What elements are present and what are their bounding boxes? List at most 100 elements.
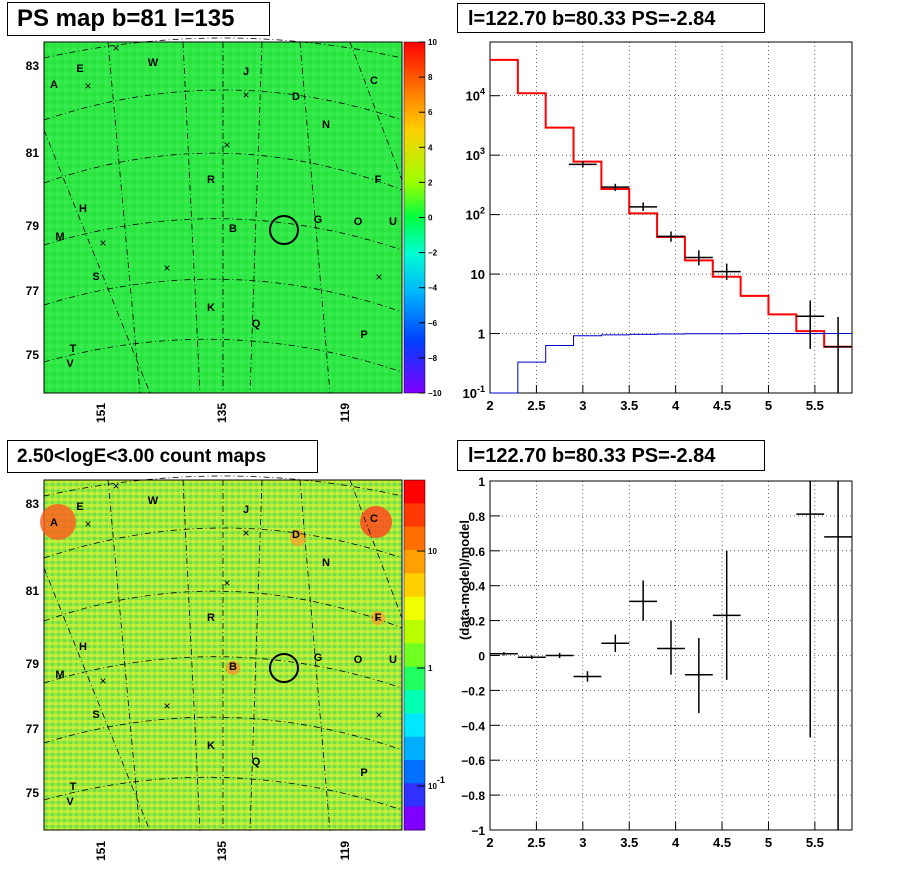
- x-tick-label: 4: [672, 398, 680, 413]
- y-tick-label: 104: [466, 87, 485, 104]
- colorbar-tick-label: 10: [428, 38, 437, 47]
- ps-map-axis-ticks: 83 81 79 77 75 151 135 119: [26, 59, 352, 423]
- source-label-h: H: [79, 203, 87, 215]
- map-coordinate-grid: [43, 475, 403, 832]
- spectrum-axes: 2 2.5 3 3.5 4 4.5 5 5.5 10-1 1 10 102 103 104: [463, 87, 824, 413]
- latitude-line: [43, 218, 403, 251]
- background-histogram: [490, 333, 852, 394]
- source-label-b: B: [229, 223, 237, 235]
- longitude-line: [43, 129, 151, 394]
- source-cross-marker: ×: [223, 138, 230, 152]
- source-label-g: G: [314, 214, 323, 226]
- ps-colorbar: 10 8 6 4 2 0 −2 −4 −6 −8 −10: [403, 38, 442, 398]
- x-tick-label: 3.5: [620, 835, 638, 850]
- y-tick-label: 81: [26, 146, 40, 160]
- source-label-m: M: [55, 231, 64, 243]
- colorbar-tick-label: 1: [428, 664, 433, 673]
- source-label-k: K: [207, 302, 215, 314]
- source-label-e: E: [76, 63, 83, 75]
- source-label-j: J: [243, 504, 249, 516]
- x-tick-label: 4.5: [713, 835, 731, 850]
- y-tick-label: 103: [466, 146, 485, 163]
- source-label-m: M: [55, 669, 64, 681]
- source-label-n: N: [322, 557, 330, 569]
- source-label-n: N: [322, 119, 330, 131]
- x-tick-label: 2: [486, 398, 493, 413]
- latitude-line: [43, 37, 403, 59]
- ps-map-panel: 10 8 6 4 2 0 −2 −4 −6 −8 −10 83 81 79 77 75 151 135 119 A…: [26, 37, 442, 423]
- source-label-f: F: [375, 612, 382, 624]
- y-tick-label: 0: [478, 650, 485, 664]
- colorbar-band: [404, 643, 425, 668]
- hotspot-c: [360, 506, 392, 538]
- y-tick-label: 83: [26, 497, 40, 511]
- y-tick-label: −1: [471, 824, 485, 838]
- source-label-g: G: [314, 652, 323, 664]
- count-map-source-labels: A E W J C D N R F H M B G O U S K Q P TV × × × × × × ×: [50, 479, 397, 808]
- latitude-line: [43, 475, 403, 497]
- source-cross-marker: ×: [99, 236, 106, 250]
- source-label-c: C: [370, 75, 378, 87]
- colorbar-tick-label: 2: [428, 178, 433, 187]
- roi-circle: [269, 215, 299, 245]
- source-cross-marker: ×: [99, 674, 106, 688]
- source-label-v: V: [66, 796, 74, 808]
- y-tick-label: 0.4: [468, 580, 485, 594]
- x-tick-label: 5: [765, 835, 772, 850]
- roi-circle: [269, 653, 299, 683]
- y-tick-label: 1: [478, 327, 485, 342]
- source-label-j: J: [243, 66, 249, 78]
- colorbar-band: [404, 620, 425, 644]
- x-tick-label: 5: [765, 398, 772, 413]
- latitude-line: [43, 716, 403, 751]
- count-map-title: 2.50<logE<3.00 count maps: [7, 440, 318, 473]
- colorbar-band: [404, 806, 425, 831]
- source-label-o: O: [354, 216, 363, 228]
- source-label-h: H: [79, 641, 87, 653]
- latitude-line: [43, 278, 403, 313]
- colorbar-band: [404, 550, 425, 574]
- y-tick-label: 0.6: [468, 545, 485, 559]
- latitude-line: [43, 590, 403, 629]
- residual-ylabel: (data-model)/model: [457, 520, 472, 640]
- latitude-line: [43, 656, 403, 689]
- residual-title: l=122.70 b=80.33 PS=-2.84: [457, 440, 765, 471]
- residual-panel: 2 2.5 3 3.5 4 4.5 5 5.5 1 0.8 0.6 0.4 0.2 0 −0.2 −0.4 −0…: [457, 475, 853, 850]
- source-label-r: R: [207, 612, 215, 624]
- y-tick-label: 0.2: [468, 615, 485, 629]
- x-tick-label: 2.5: [527, 835, 545, 850]
- y-tick-label: 10: [471, 267, 485, 282]
- spectrum-plot-area: [489, 41, 853, 394]
- colorbar-band: [404, 573, 425, 598]
- source-label-k: K: [207, 740, 215, 752]
- colorbar-band: [404, 690, 425, 714]
- source-cross-marker: ×: [223, 576, 230, 590]
- source-label-q: Q: [252, 756, 261, 768]
- source-label-w: W: [148, 495, 159, 507]
- colorbar-tick-label: 10-1: [428, 775, 445, 791]
- hotspot-b: [226, 661, 240, 675]
- x-tick-label: 3: [579, 398, 586, 413]
- x-tick-label: 119: [338, 403, 352, 423]
- latitude-line: [43, 776, 403, 811]
- source-cross-marker: ×: [112, 41, 119, 55]
- y-tick-label: 81: [26, 584, 40, 598]
- x-tick-label: 135: [215, 403, 229, 423]
- colorbar-tick-label: −10: [428, 389, 442, 398]
- colorbar-tick-label: −2: [428, 249, 438, 258]
- colorbar-tick-label: 4: [428, 143, 433, 152]
- source-cross-marker: ×: [84, 79, 91, 93]
- longitude-line: [349, 41, 403, 181]
- x-tick-label: 5.5: [806, 398, 824, 413]
- colorbar-tick-label: −8: [428, 354, 438, 363]
- colorbar-tick-label: −4: [428, 284, 438, 293]
- colorbar-tick-label: 0: [428, 214, 433, 223]
- y-tick-label: 75: [26, 348, 40, 362]
- source-cross-marker: ×: [242, 526, 249, 540]
- colorbar-band: [404, 736, 425, 761]
- latitude-line: [43, 338, 403, 373]
- source-cross-marker: ×: [112, 479, 119, 493]
- colorbar-band: [404, 596, 425, 621]
- source-label-u: U: [389, 216, 397, 228]
- y-tick-label: 0.8: [468, 510, 485, 524]
